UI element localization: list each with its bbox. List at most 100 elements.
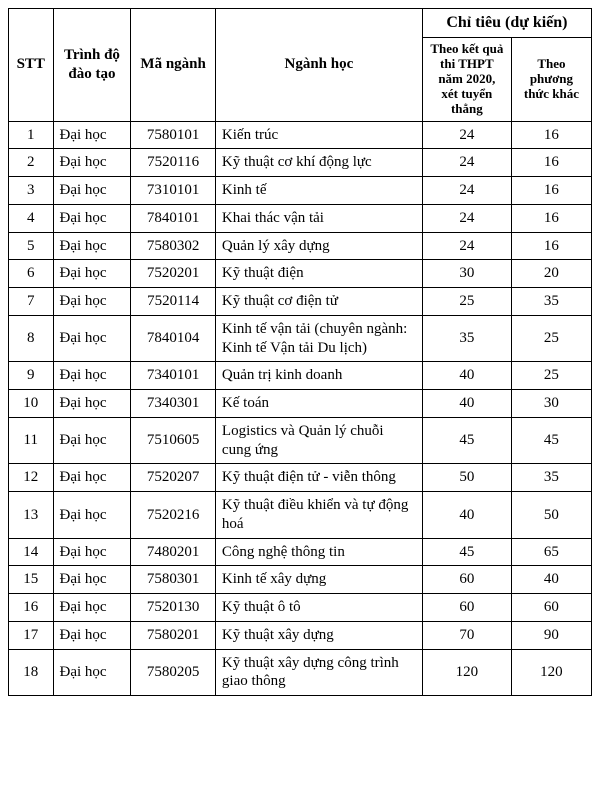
cell-ma-nganh: 7520216 [131,492,216,539]
cell-chi-tieu-thpt: 24 [422,149,511,177]
table-row: 15Đại học7580301Kinh tế xây dựng6040 [9,566,592,594]
cell-trinh-do: Đại học [53,177,131,205]
cell-chi-tieu-thpt: 24 [422,177,511,205]
cell-nganh-hoc: Kỹ thuật xây dựng công trình giao thông [215,649,422,696]
cell-nganh-hoc: Công nghệ thông tin [215,538,422,566]
cell-ma-nganh: 7340101 [131,362,216,390]
cell-chi-tieu-khac: 25 [511,362,591,390]
cell-chi-tieu-khac: 16 [511,121,591,149]
cell-chi-tieu-thpt: 25 [422,288,511,316]
cell-stt: 10 [9,390,54,418]
table-row: 11Đại học7510605Logistics và Quản lý chu… [9,417,592,464]
cell-ma-nganh: 7840104 [131,315,216,362]
cell-stt: 8 [9,315,54,362]
table-row: 13Đại học7520216Kỹ thuật điều khiển và t… [9,492,592,539]
cell-stt: 16 [9,594,54,622]
cell-stt: 5 [9,232,54,260]
cell-chi-tieu-khac: 65 [511,538,591,566]
table-row: 10Đại học7340301Kế toán4030 [9,390,592,418]
cell-ma-nganh: 7580201 [131,621,216,649]
admissions-table: STT Trình độ đào tạo Mã ngành Ngành học … [8,8,592,696]
table-row: 1Đại học7580101Kiến trúc2416 [9,121,592,149]
cell-trinh-do: Đại học [53,492,131,539]
header-stt: STT [9,9,54,122]
cell-chi-tieu-thpt: 24 [422,204,511,232]
cell-trinh-do: Đại học [53,204,131,232]
cell-stt: 3 [9,177,54,205]
cell-trinh-do: Đại học [53,538,131,566]
cell-stt: 15 [9,566,54,594]
cell-chi-tieu-thpt: 120 [422,649,511,696]
cell-nganh-hoc: Quản trị kinh doanh [215,362,422,390]
table-row: 16Đại học7520130Kỹ thuật ô tô6060 [9,594,592,622]
table-row: 8Đại học7840104Kinh tế vận tải (chuyên n… [9,315,592,362]
cell-nganh-hoc: Kỹ thuật điện [215,260,422,288]
cell-nganh-hoc: Kinh tế xây dựng [215,566,422,594]
cell-trinh-do: Đại học [53,464,131,492]
cell-stt: 11 [9,417,54,464]
cell-chi-tieu-khac: 90 [511,621,591,649]
cell-chi-tieu-khac: 35 [511,288,591,316]
cell-nganh-hoc: Kinh tế [215,177,422,205]
header-nganh-hoc: Ngành học [215,9,422,122]
cell-chi-tieu-khac: 120 [511,649,591,696]
cell-chi-tieu-thpt: 70 [422,621,511,649]
cell-trinh-do: Đại học [53,621,131,649]
cell-chi-tieu-khac: 25 [511,315,591,362]
cell-trinh-do: Đại học [53,362,131,390]
cell-ma-nganh: 7510605 [131,417,216,464]
cell-stt: 17 [9,621,54,649]
table-row: 12Đại học7520207Kỹ thuật điện tử - viễn … [9,464,592,492]
cell-nganh-hoc: Khai thác vận tải [215,204,422,232]
cell-chi-tieu-thpt: 30 [422,260,511,288]
cell-ma-nganh: 7580302 [131,232,216,260]
cell-ma-nganh: 7520114 [131,288,216,316]
header-chi-tieu-khac: Theo phương thức khác [511,38,591,122]
cell-chi-tieu-khac: 40 [511,566,591,594]
cell-chi-tieu-thpt: 40 [422,390,511,418]
cell-chi-tieu-thpt: 45 [422,538,511,566]
table-row: 4Đại học7840101Khai thác vận tải2416 [9,204,592,232]
cell-ma-nganh: 7520116 [131,149,216,177]
cell-ma-nganh: 7310101 [131,177,216,205]
cell-chi-tieu-thpt: 24 [422,232,511,260]
cell-trinh-do: Đại học [53,232,131,260]
cell-nganh-hoc: Kỹ thuật ô tô [215,594,422,622]
cell-ma-nganh: 7580205 [131,649,216,696]
cell-trinh-do: Đại học [53,649,131,696]
cell-stt: 18 [9,649,54,696]
cell-stt: 9 [9,362,54,390]
cell-chi-tieu-thpt: 24 [422,121,511,149]
cell-chi-tieu-khac: 20 [511,260,591,288]
cell-chi-tieu-thpt: 50 [422,464,511,492]
cell-trinh-do: Đại học [53,390,131,418]
cell-stt: 1 [9,121,54,149]
header-ma-nganh: Mã ngành [131,9,216,122]
cell-nganh-hoc: Kỹ thuật điện tử - viễn thông [215,464,422,492]
cell-chi-tieu-thpt: 40 [422,492,511,539]
cell-chi-tieu-thpt: 40 [422,362,511,390]
cell-nganh-hoc: Kỹ thuật cơ khí động lực [215,149,422,177]
header-chi-tieu-thpt: Theo kết quả thi THPT năm 2020, xét tuyể… [422,38,511,122]
table-row: 17Đại học7580201Kỹ thuật xây dựng7090 [9,621,592,649]
table-row: 2Đại học7520116Kỹ thuật cơ khí động lực2… [9,149,592,177]
table-row: 3Đại học7310101Kinh tế2416 [9,177,592,205]
cell-ma-nganh: 7520207 [131,464,216,492]
cell-trinh-do: Đại học [53,149,131,177]
cell-nganh-hoc: Kinh tế vận tải (chuyên ngành: Kinh tế V… [215,315,422,362]
cell-chi-tieu-thpt: 45 [422,417,511,464]
cell-ma-nganh: 7520201 [131,260,216,288]
table-row: 18Đại học7580205Kỹ thuật xây dựng công t… [9,649,592,696]
cell-ma-nganh: 7520130 [131,594,216,622]
cell-chi-tieu-khac: 16 [511,177,591,205]
cell-chi-tieu-khac: 50 [511,492,591,539]
cell-chi-tieu-khac: 16 [511,149,591,177]
cell-trinh-do: Đại học [53,417,131,464]
cell-trinh-do: Đại học [53,566,131,594]
cell-stt: 7 [9,288,54,316]
table-row: 5Đại học7580302Quản lý xây dựng2416 [9,232,592,260]
cell-chi-tieu-khac: 16 [511,232,591,260]
cell-chi-tieu-khac: 35 [511,464,591,492]
cell-ma-nganh: 7580301 [131,566,216,594]
cell-ma-nganh: 7580101 [131,121,216,149]
